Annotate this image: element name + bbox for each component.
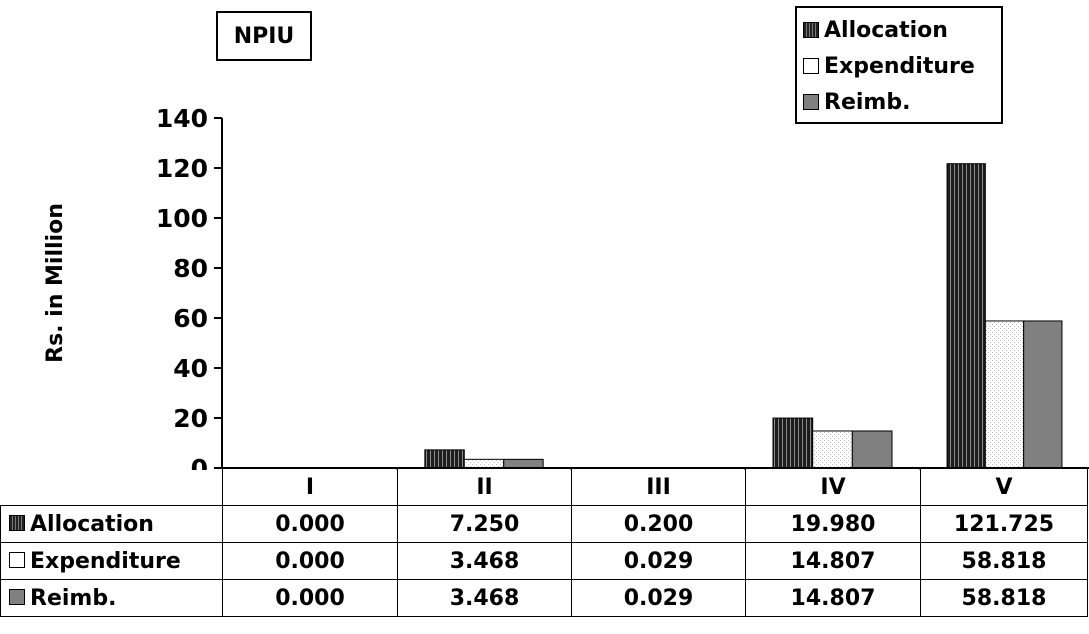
data-label: 0.000 bbox=[222, 579, 398, 617]
bar-allocation-V bbox=[946, 163, 986, 469]
bar-expenditure-IV bbox=[812, 430, 853, 469]
table-row-allocation: Allocation 0.000 7.250 0.200 19.980 121.… bbox=[0, 505, 1088, 543]
data-label: 0.200 bbox=[571, 505, 746, 543]
y-tick-label: 0 bbox=[191, 454, 208, 470]
bar-allocation-IV bbox=[772, 417, 814, 469]
data-label: 3.468 bbox=[397, 579, 572, 617]
data-label: 58.818 bbox=[920, 579, 1088, 617]
data-label: 14.807 bbox=[745, 579, 921, 617]
data-label: 58.818 bbox=[920, 542, 1088, 580]
category-label: III bbox=[571, 468, 746, 506]
y-tick-label: 140 bbox=[156, 104, 208, 133]
bar-reimb-V bbox=[1023, 320, 1063, 469]
legend: Allocation Expenditure Reimb. bbox=[795, 6, 1003, 124]
data-label: 14.807 bbox=[745, 542, 921, 580]
legend-label-expenditure: Expenditure bbox=[824, 53, 975, 79]
row-swatch-reimb bbox=[9, 589, 25, 605]
category-label: II bbox=[397, 468, 572, 506]
bar-reimb-II bbox=[503, 458, 544, 469]
row-swatch-allocation bbox=[9, 515, 25, 531]
bar-reimb-IV bbox=[851, 430, 893, 469]
table-corner bbox=[1, 469, 223, 506]
category-label: V bbox=[920, 468, 1088, 506]
chart-plot: 0 20 40 60 80 100 120 140 Rs. in Million bbox=[43, 104, 1089, 470]
row-label-text: Allocation bbox=[30, 511, 154, 537]
table-row-expenditure: Expenditure 0.000 3.468 0.029 14.807 58.… bbox=[0, 542, 1088, 580]
data-label: 0.029 bbox=[571, 579, 746, 617]
data-label: 0.000 bbox=[222, 505, 398, 543]
row-label-reimb: Reimb. bbox=[0, 579, 223, 617]
y-tick-label: 80 bbox=[173, 254, 208, 283]
data-label: 0.029 bbox=[571, 542, 746, 580]
data-table: I II III IV V Allocation 0.000 7.250 0.2… bbox=[0, 468, 1088, 617]
data-label: 0.000 bbox=[222, 542, 398, 580]
bar-expenditure-II bbox=[463, 458, 505, 469]
table-header-row: I II III IV V bbox=[1, 468, 1088, 506]
y-tick-label: 100 bbox=[156, 204, 208, 233]
legend-label-allocation: Allocation bbox=[824, 17, 948, 43]
y-tick-label: 40 bbox=[173, 354, 208, 383]
y-tick-label: 20 bbox=[173, 404, 208, 433]
row-label-allocation: Allocation bbox=[0, 505, 223, 543]
legend-swatch-allocation bbox=[803, 22, 819, 38]
row-swatch-expenditure bbox=[9, 552, 25, 568]
data-label: 121.725 bbox=[920, 505, 1088, 543]
bar-expenditure-V bbox=[984, 320, 1025, 469]
legend-item-reimb: Reimb. bbox=[803, 84, 1001, 120]
legend-item-expenditure: Expenditure bbox=[803, 48, 1001, 84]
legend-swatch-reimb bbox=[803, 94, 819, 110]
data-label: 7.250 bbox=[397, 505, 572, 543]
legend-swatch-expenditure bbox=[803, 58, 819, 74]
legend-label-reimb: Reimb. bbox=[824, 89, 911, 115]
data-label: 19.980 bbox=[745, 505, 921, 543]
y-tick-label: 120 bbox=[156, 154, 208, 183]
row-label-expenditure: Expenditure bbox=[0, 542, 223, 580]
row-label-text: Expenditure bbox=[30, 548, 181, 574]
chart-title: NPIU bbox=[216, 11, 312, 61]
table-row-reimb: Reimb. 0.000 3.468 0.029 14.807 58.818 bbox=[0, 579, 1088, 617]
data-label: 3.468 bbox=[397, 542, 572, 580]
category-label: I bbox=[222, 468, 398, 506]
y-tick-label: 60 bbox=[173, 304, 208, 333]
bar-allocation-II bbox=[424, 449, 465, 469]
row-label-text: Reimb. bbox=[30, 585, 117, 611]
category-label: IV bbox=[745, 468, 921, 506]
legend-item-allocation: Allocation bbox=[803, 12, 1001, 48]
y-axis-label: Rs. in Million bbox=[43, 203, 68, 363]
